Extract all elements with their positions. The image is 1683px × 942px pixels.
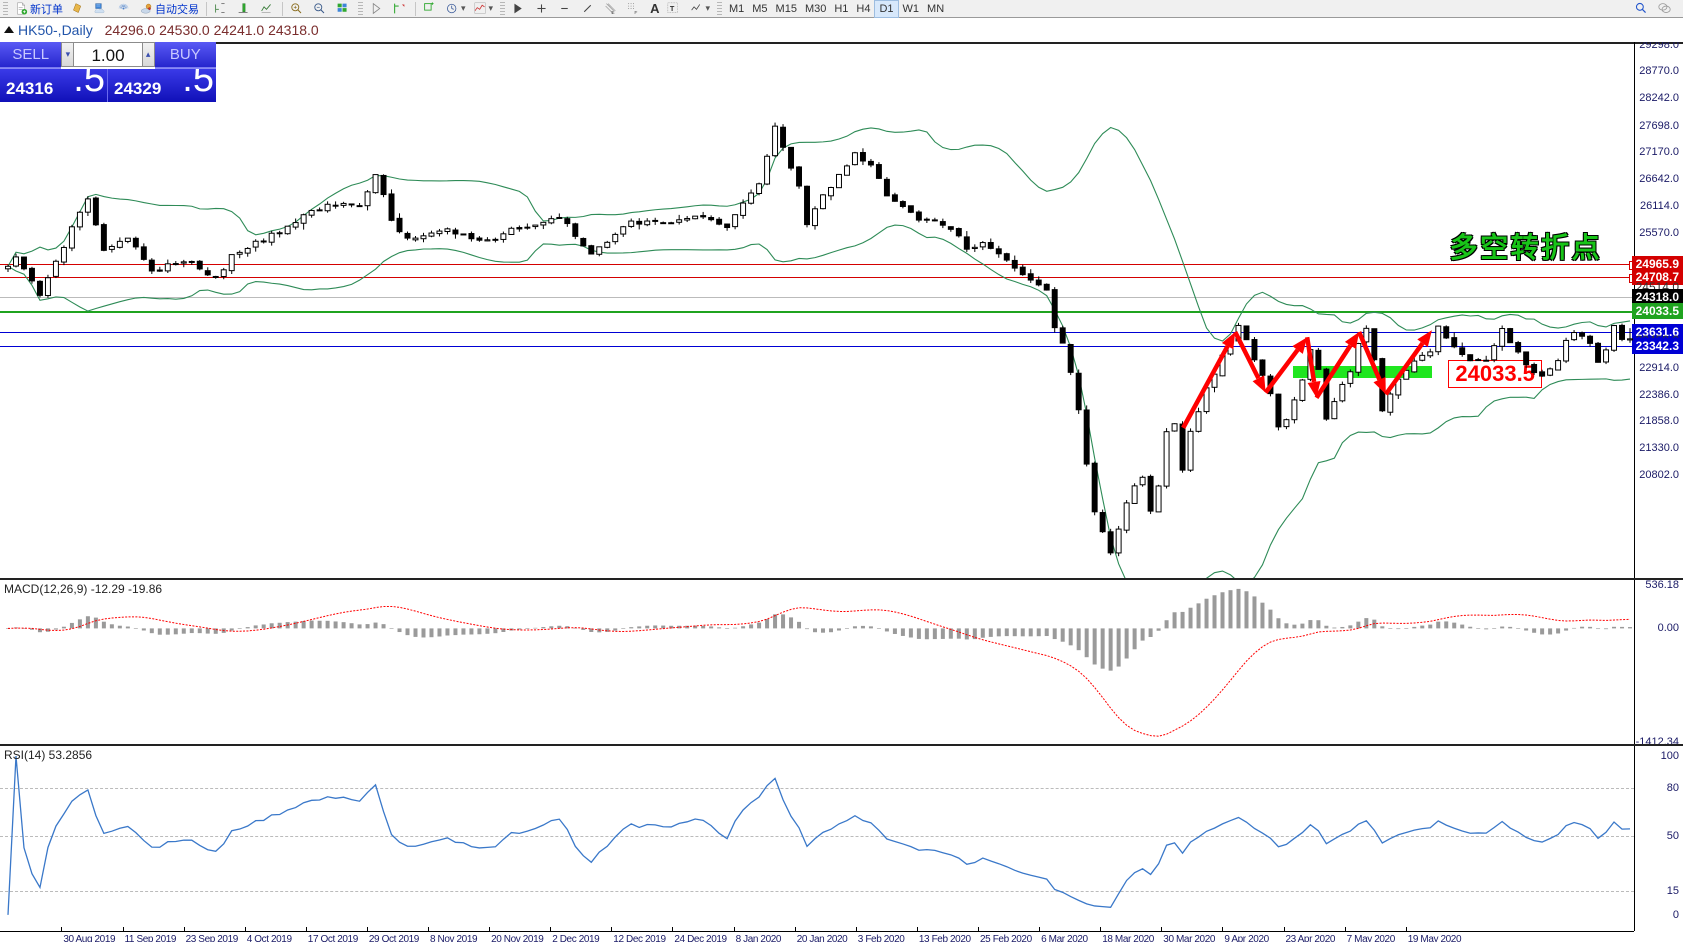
svg-text:F: F <box>634 10 637 15</box>
svg-text:T: T <box>670 4 675 13</box>
svg-text:E: E <box>611 10 615 15</box>
